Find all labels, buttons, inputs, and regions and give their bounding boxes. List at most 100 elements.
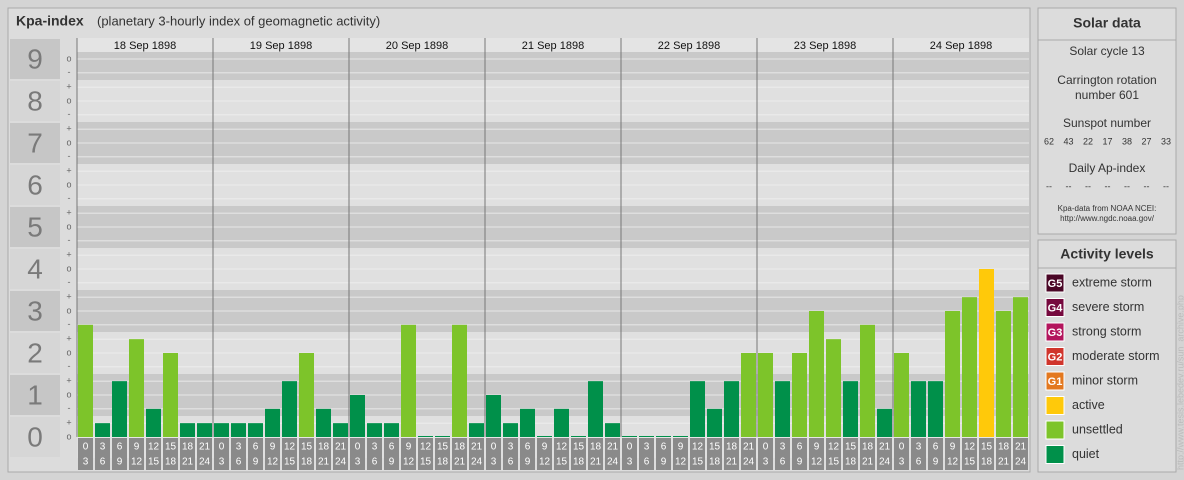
hour-cell: [520, 438, 535, 470]
hour-label: 15: [692, 457, 704, 468]
sunspot-title: Sunspot number: [1063, 116, 1151, 130]
hour-cell: [775, 438, 790, 470]
legend-swatch: [1045, 396, 1065, 415]
y-tick-label: 7: [27, 127, 43, 158]
y-label-cell: [10, 291, 60, 331]
hour-label: 12: [556, 442, 568, 453]
hour-label: 12: [828, 442, 840, 453]
hour-label: 12: [811, 457, 823, 468]
bar: [231, 423, 246, 437]
bar: [877, 408, 892, 437]
legend-badge: G3: [1048, 327, 1063, 339]
hour-label: 12: [420, 442, 432, 453]
hour-label: 3: [763, 457, 769, 468]
hour-label: 9: [933, 457, 939, 468]
hour-label: 3: [219, 457, 225, 468]
bar: [707, 408, 722, 437]
hour-label: 0: [899, 442, 905, 453]
hour-label: 15: [420, 457, 432, 468]
bar: [418, 436, 433, 437]
hour-cell: [1013, 438, 1028, 470]
hour-label: 9: [270, 442, 276, 453]
hour-cell: [112, 438, 127, 470]
bar: [673, 436, 688, 437]
minor-tick-label: -: [68, 319, 71, 329]
sunspot-value: 62: [1044, 136, 1054, 146]
legend-badge: G1: [1048, 376, 1063, 388]
y-label-cell: [10, 165, 60, 205]
hour-cell: [571, 438, 586, 470]
hour-label: 18: [301, 457, 313, 468]
minor-tick-label: +: [66, 166, 71, 176]
hour-cell: [826, 438, 841, 470]
date-label: 18 Sep 1898: [114, 40, 176, 52]
hour-label: 12: [131, 457, 143, 468]
hour-label: 12: [539, 457, 551, 468]
bar: [350, 395, 365, 437]
hour-label: 9: [661, 457, 667, 468]
minor-tick-label: -: [68, 361, 71, 371]
hour-label: 6: [933, 442, 939, 453]
hour-cell: [877, 438, 892, 470]
hour-cell: [248, 438, 263, 470]
hour-cell: [707, 438, 722, 470]
bar: [656, 436, 671, 437]
hour-cell: [452, 438, 467, 470]
hour-label: 6: [661, 442, 667, 453]
hour-cell: [299, 438, 314, 470]
legend-label: moderate storm: [1072, 349, 1160, 363]
bar: [826, 339, 841, 437]
minor-tick-label: -: [68, 67, 71, 77]
watermark: http://www.tesis.lebedev.ru/sun_archive.…: [1175, 295, 1184, 470]
hour-label: 21: [454, 457, 466, 468]
hour-label: 15: [148, 457, 160, 468]
hour-label: 0: [763, 442, 769, 453]
minor-tick-label: o: [66, 137, 71, 147]
hour-label: 24: [879, 457, 891, 468]
bar: [571, 436, 586, 437]
legend-swatch: [1045, 371, 1065, 391]
minor-tick-label: o: [66, 95, 71, 105]
hour-cell: [401, 438, 416, 470]
date-cell: [485, 38, 621, 52]
hour-label: 3: [372, 442, 378, 453]
minor-tick-label: +: [66, 334, 71, 344]
hour-label: 15: [556, 457, 568, 468]
legend-label: severe storm: [1072, 300, 1144, 314]
hour-cell: [197, 438, 212, 470]
hour-label: 0: [355, 442, 361, 453]
minor-tick-label: -: [68, 193, 71, 203]
hour-label: 18: [981, 457, 993, 468]
bar: [792, 353, 807, 437]
hour-label: 24: [743, 457, 755, 468]
minor-tick-label: +: [66, 292, 71, 302]
date-cell: [349, 38, 485, 52]
hour-label: 6: [389, 442, 395, 453]
hour-cell: [622, 438, 637, 470]
hour-label: 9: [389, 457, 395, 468]
hour-label: 21: [471, 442, 483, 453]
minor-tick-label: o: [66, 347, 71, 357]
hour-label: 6: [916, 457, 922, 468]
hour-label: 15: [964, 457, 976, 468]
hour-label: 21: [998, 457, 1010, 468]
y-tick-label: 1: [27, 379, 43, 410]
hour-label: 18: [998, 442, 1010, 453]
hour-cell: [928, 438, 943, 470]
hour-label: 3: [100, 442, 106, 453]
minor-tick-label: o: [66, 305, 71, 315]
date-label: 23 Sep 1898: [794, 40, 856, 52]
minor-tick-label: +: [66, 82, 71, 92]
y-tick-label: 3: [27, 295, 43, 326]
hour-label: 6: [236, 457, 242, 468]
hour-label: 15: [828, 457, 840, 468]
hour-label: 3: [899, 457, 905, 468]
minor-tick-label: +: [66, 124, 71, 134]
bar: [928, 381, 943, 437]
bar: [384, 423, 399, 437]
chart-title: Kpa-index: [16, 13, 84, 29]
hour-label: 6: [780, 457, 786, 468]
ap-value: --: [1046, 181, 1052, 191]
y-label-cell: [10, 249, 60, 289]
